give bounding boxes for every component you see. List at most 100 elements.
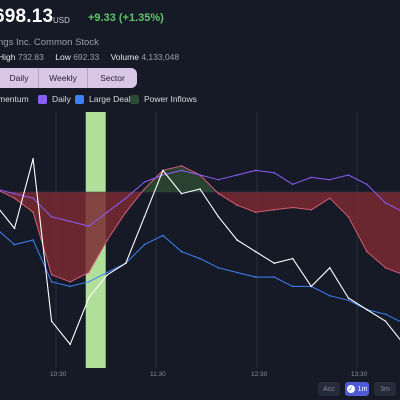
daily-point bbox=[50, 216, 53, 218]
large-deal-point bbox=[32, 239, 34, 241]
price-point bbox=[69, 343, 71, 346]
legend-label-large-deal: Large Deal bbox=[89, 94, 131, 104]
daily-point bbox=[366, 183, 368, 186]
large-deal-point bbox=[291, 285, 294, 288]
tab-sector[interactable]: Sector bbox=[100, 73, 125, 83]
high-value: 732.83 bbox=[17, 52, 44, 62]
momentum-point bbox=[217, 192, 220, 195]
quote-header: 698.13 USD +9.33 (+1.35%) ngs Inc. Commo… bbox=[0, 0, 400, 60]
price-point bbox=[254, 250, 257, 253]
interval-bar: Acc ✓ 1m 3m bbox=[0, 380, 400, 400]
momentum-point bbox=[50, 274, 53, 276]
daily-point bbox=[347, 174, 350, 176]
price-point bbox=[162, 169, 164, 172]
daily-point bbox=[310, 176, 313, 179]
momentum-point bbox=[87, 271, 90, 274]
momentum-point bbox=[143, 188, 146, 190]
price-point bbox=[32, 158, 34, 160]
daily-point bbox=[13, 192, 16, 195]
price-point bbox=[143, 216, 146, 218]
price-point bbox=[273, 262, 276, 264]
price-point bbox=[291, 257, 294, 260]
large-deal-point bbox=[236, 271, 238, 274]
legend-item-momentum[interactable]: mentum bbox=[0, 94, 29, 104]
momentum-negative-area bbox=[0, 192, 400, 282]
large-deal-point bbox=[273, 276, 276, 278]
large-deal-point bbox=[13, 243, 16, 246]
large-deal-point bbox=[69, 285, 71, 288]
daily-point bbox=[87, 225, 90, 227]
price-point bbox=[217, 216, 220, 218]
interval-1m-button[interactable]: ✓ 1m bbox=[345, 382, 369, 396]
momentum-point bbox=[13, 197, 16, 199]
momentum-point bbox=[32, 211, 34, 213]
daily-point bbox=[254, 169, 257, 172]
momentum-point bbox=[69, 281, 71, 283]
price-point bbox=[329, 267, 331, 269]
daily-point bbox=[69, 220, 71, 223]
momentum-point bbox=[384, 267, 387, 269]
momentum-point bbox=[236, 204, 238, 206]
momentum-point bbox=[180, 165, 183, 167]
daily-point bbox=[143, 181, 146, 183]
large-deal-point bbox=[199, 257, 201, 260]
x-tick-label: 11:30 bbox=[150, 371, 166, 378]
momentum-point bbox=[106, 239, 109, 241]
daily-point bbox=[180, 169, 183, 172]
momentum-point bbox=[310, 209, 313, 211]
price-change: +9.33 (+1.35%) bbox=[88, 12, 164, 24]
volume-value: 4,133,048 bbox=[141, 52, 180, 62]
momentum-point bbox=[273, 209, 276, 211]
daily-point bbox=[125, 197, 127, 199]
large-deal-point bbox=[254, 276, 257, 278]
momentum-point bbox=[254, 211, 257, 213]
daily-point bbox=[32, 197, 34, 199]
price-point bbox=[125, 262, 127, 264]
legend-item-daily[interactable]: Daily bbox=[38, 94, 71, 104]
x-tick-label: 10:30 bbox=[50, 371, 67, 378]
large-deal-point bbox=[180, 250, 183, 253]
price-chart[interactable] bbox=[0, 112, 400, 368]
high-label: High bbox=[0, 52, 16, 62]
large-deal-point bbox=[162, 234, 164, 237]
price-point bbox=[347, 297, 350, 299]
large-deal-point bbox=[106, 271, 109, 274]
momentum-point bbox=[347, 216, 350, 218]
interval-1m-label: 1m bbox=[357, 385, 368, 393]
momentum-point bbox=[329, 197, 331, 199]
price-point bbox=[50, 320, 53, 322]
company-name: ngs Inc. Common Stock bbox=[0, 37, 99, 48]
period-tabs: Daily Weekly Sector bbox=[0, 68, 137, 88]
stock-price: 698.13 bbox=[0, 6, 54, 27]
daily-point bbox=[217, 178, 220, 181]
low-label: Low bbox=[55, 52, 71, 62]
large-deal-point bbox=[347, 299, 350, 302]
daily-point bbox=[106, 211, 109, 213]
stats-row: High 732.83 Low 692.33 Volume 4,133,048 bbox=[0, 52, 188, 62]
price-point bbox=[13, 227, 16, 230]
large-deal-point bbox=[87, 281, 90, 283]
legend-swatch-power-inflows bbox=[130, 94, 139, 104]
large-deal-point bbox=[50, 281, 53, 283]
price-point bbox=[236, 239, 238, 241]
price-point bbox=[106, 274, 109, 276]
legend-item-power-inflows[interactable]: Power Inflows bbox=[130, 94, 197, 104]
tab-daily[interactable]: Daily bbox=[0, 68, 39, 88]
price-point bbox=[180, 192, 183, 195]
large-deal-point bbox=[217, 267, 220, 269]
low-value: 692.33 bbox=[73, 52, 100, 62]
legend-item-large-deal[interactable]: Large Deal bbox=[75, 94, 131, 104]
acc-button[interactable]: Acc bbox=[318, 382, 340, 396]
legend-label-momentum: mentum bbox=[0, 94, 29, 104]
daily-point bbox=[236, 174, 238, 176]
large-deal-point bbox=[329, 294, 331, 297]
large-deal-point bbox=[143, 243, 146, 246]
daily-point bbox=[291, 183, 294, 186]
momentum-point bbox=[125, 211, 127, 213]
daily-point bbox=[329, 178, 331, 181]
large-deal-point bbox=[384, 313, 387, 315]
interval-3m-button[interactable]: 3m bbox=[374, 382, 396, 396]
tab-weekly[interactable]: Weekly bbox=[39, 68, 88, 88]
check-icon: ✓ bbox=[346, 385, 355, 393]
volume-label: Volume bbox=[110, 52, 139, 62]
